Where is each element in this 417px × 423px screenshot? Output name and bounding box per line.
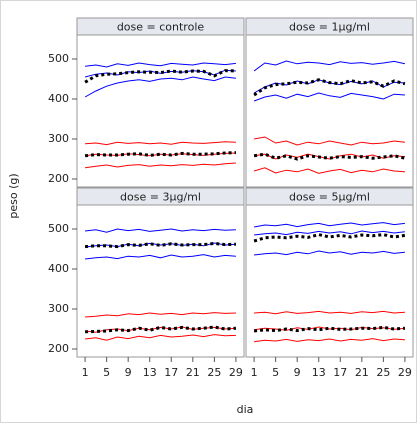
- series-line: [85, 162, 236, 169]
- x-tick-label: 21: [186, 366, 200, 379]
- x-tick-label: 21: [355, 366, 369, 379]
- y-tick-label: 500: [48, 222, 69, 235]
- x-tick-label: 9: [125, 366, 132, 379]
- y-tick-label: 500: [48, 52, 69, 65]
- y-tick-label: 400: [48, 262, 69, 275]
- series-line: [85, 62, 236, 68]
- x-tick-label: 17: [333, 366, 347, 379]
- mean-line: [253, 152, 406, 161]
- x-tick-label: 9: [294, 366, 301, 379]
- mean-line: [253, 325, 406, 333]
- mean-line: [84, 69, 236, 84]
- series-line: [254, 338, 405, 343]
- x-tick-label: 17: [164, 366, 178, 379]
- panel: [76, 34, 245, 188]
- x-tick-label: 25: [376, 366, 390, 379]
- x-tick-label: 29: [398, 366, 412, 379]
- series-line: [85, 228, 236, 233]
- x-axis-label: dia: [237, 403, 254, 416]
- x-tick-label: 25: [207, 366, 221, 379]
- panel: [245, 34, 414, 188]
- series-line: [253, 60, 406, 72]
- mean-line: [85, 325, 237, 334]
- y-tick-label: 200: [48, 172, 69, 185]
- x-tick-label: 13: [312, 366, 326, 379]
- mean-line: [253, 233, 406, 243]
- x-tick-label: 5: [272, 366, 279, 379]
- series-line: [254, 250, 405, 256]
- series-line: [253, 136, 405, 146]
- facet-title: dose = controle: [117, 21, 205, 34]
- mean-line: [84, 151, 236, 158]
- series-line: [85, 312, 236, 318]
- y-axis-label: peso (g): [7, 173, 20, 218]
- series-line: [254, 310, 405, 315]
- mean-line: [84, 241, 236, 249]
- series-line: [253, 222, 405, 228]
- panel: [76, 204, 245, 358]
- facet-title: dose = 1µg/ml: [289, 21, 370, 34]
- x-tick-label: 29: [229, 366, 243, 379]
- y-tick-label: 300: [48, 302, 69, 315]
- x-tick-label: 1: [82, 366, 89, 379]
- series-line: [253, 92, 405, 102]
- mean-line: [253, 78, 406, 97]
- series-line: [84, 76, 236, 98]
- series-line: [85, 254, 236, 260]
- series-line: [85, 141, 236, 146]
- facet-title: dose = 5µg/ml: [289, 191, 370, 204]
- series-line: [254, 230, 405, 236]
- y-tick-label: 200: [48, 342, 69, 355]
- series-line: [85, 334, 236, 341]
- x-tick-label: 13: [143, 366, 157, 379]
- facet-title: dose = 3µg/ml: [120, 191, 201, 204]
- panel: [245, 204, 414, 358]
- y-tick-label: 300: [48, 132, 69, 145]
- x-tick-label: 1: [251, 366, 258, 379]
- series-line: [253, 167, 405, 174]
- x-tick-label: 5: [103, 366, 110, 379]
- y-tick-label: 400: [48, 92, 69, 105]
